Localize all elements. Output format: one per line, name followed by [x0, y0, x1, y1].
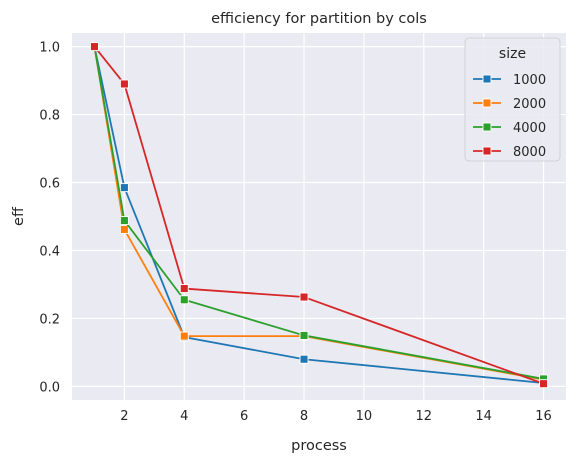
legend-label: 1000 — [513, 73, 546, 88]
legend-item: 4000 — [473, 121, 546, 136]
legend-items: 1000 2000 4000 8000 — [473, 73, 546, 160]
data-point — [179, 284, 189, 293]
series-8000 — [90, 42, 548, 389]
y-tick-labels: 0.0 0.2 0.4 0.6 0.8 1.0 — [39, 41, 60, 396]
x-tick-label: 12 — [416, 409, 433, 424]
data-point — [119, 79, 129, 89]
data-point — [299, 354, 309, 364]
legend-label: 2000 — [513, 97, 546, 112]
x-tick-label: 4 — [180, 409, 188, 424]
y-gridlines — [72, 45, 566, 388]
data-point — [299, 292, 309, 302]
chart-title: efficiency for partition by cols — [211, 11, 427, 27]
legend: size 1000 2000 4000 8000 — [464, 37, 561, 162]
data-point — [119, 183, 129, 193]
legend-label: 8000 — [513, 145, 546, 160]
data-point — [179, 331, 189, 341]
y-tick-label: 0.2 — [39, 312, 60, 327]
series-layer — [90, 42, 548, 389]
legend-item: 2000 — [473, 97, 546, 112]
data-point — [119, 224, 129, 234]
x-tick-label: 2 — [120, 409, 128, 424]
legend-marker — [482, 146, 492, 156]
y-tick-label: 0.4 — [39, 244, 60, 259]
x-tick-label: 16 — [535, 409, 552, 424]
x-tick-label: 8 — [300, 409, 308, 424]
data-point — [119, 216, 129, 226]
legend-marker — [482, 122, 492, 132]
x-tick-label: 14 — [475, 409, 492, 424]
data-point — [299, 330, 309, 340]
legend-marker — [482, 74, 492, 84]
data-point — [179, 295, 189, 305]
x-tick-label: 10 — [356, 409, 373, 424]
x-tick-labels: 2 4 6 8 10 12 14 16 — [120, 409, 552, 424]
legend-item: 1000 — [473, 73, 546, 88]
y-tick-label: 0.6 — [39, 177, 60, 192]
y-axis-label: eff — [11, 206, 27, 226]
legend-label: 4000 — [513, 121, 546, 136]
x-axis-label: process — [291, 438, 347, 454]
legend-title: size — [499, 46, 526, 62]
data-point — [539, 379, 548, 389]
legend-marker — [482, 98, 492, 108]
x-tick-label: 6 — [240, 409, 248, 424]
y-tick-label: 1.0 — [39, 41, 60, 56]
y-tick-label: 0.8 — [39, 109, 60, 124]
y-tick-label: 0.0 — [39, 380, 60, 395]
legend-item: 8000 — [473, 145, 546, 160]
data-point — [90, 42, 99, 52]
